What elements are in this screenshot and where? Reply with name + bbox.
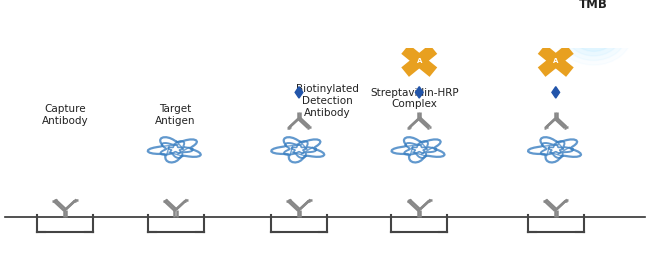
Circle shape [578, 21, 610, 47]
Circle shape [578, 21, 610, 47]
Text: Streptavidin-HRP
Complex: Streptavidin-HRP Complex [370, 88, 458, 109]
Text: HRP: HRP [411, 31, 428, 37]
Polygon shape [415, 87, 423, 98]
Text: TMB: TMB [579, 0, 608, 11]
Polygon shape [295, 87, 303, 98]
Circle shape [572, 16, 616, 51]
Text: Target
Antigen: Target Antigen [155, 104, 196, 126]
Text: HRP: HRP [547, 31, 564, 37]
Circle shape [415, 57, 424, 64]
Circle shape [551, 57, 560, 64]
Circle shape [541, 22, 571, 46]
Text: A: A [417, 58, 422, 64]
Text: Biotinylated
Detection
Antibody: Biotinylated Detection Antibody [296, 84, 358, 118]
Text: A: A [553, 58, 558, 64]
Polygon shape [552, 87, 560, 98]
Circle shape [586, 26, 592, 32]
Circle shape [404, 22, 434, 46]
Circle shape [582, 25, 597, 36]
Circle shape [561, 7, 627, 61]
Text: Capture
Antibody: Capture Antibody [42, 104, 88, 126]
Circle shape [567, 12, 621, 56]
